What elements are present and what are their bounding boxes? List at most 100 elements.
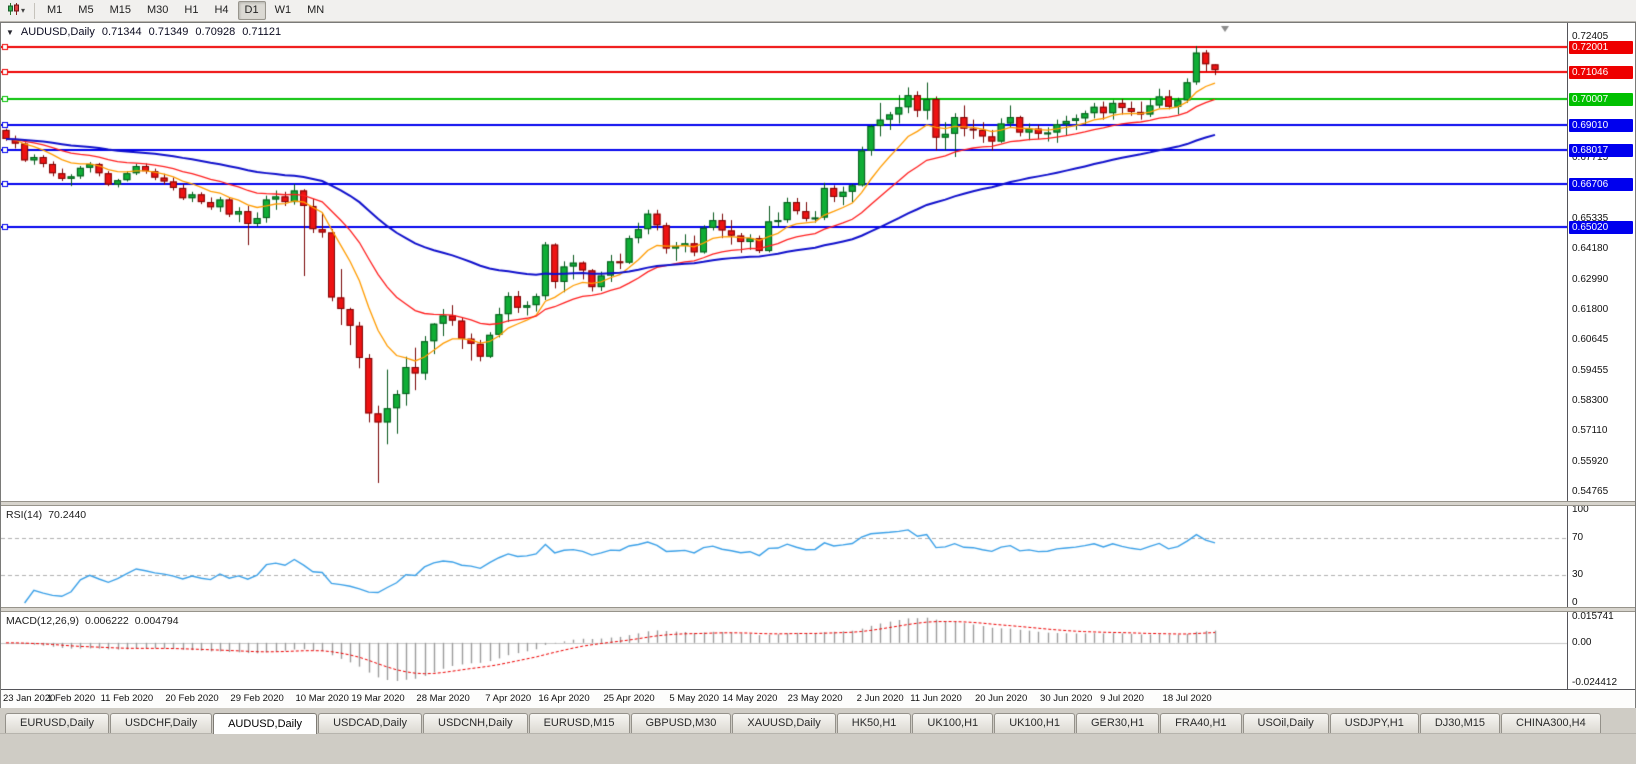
timeframe-button-w1[interactable]: W1 xyxy=(274,4,292,16)
price-level-badge: 0.66706 xyxy=(1569,177,1633,191)
price-tick: 0.64180 xyxy=(1572,242,1609,254)
tab-gbpusd-m30[interactable]: GBPUSD,M30 xyxy=(630,713,732,733)
date-label: 19 Mar 2020 xyxy=(351,693,405,704)
date-label: 14 May 2020 xyxy=(722,693,778,704)
candlestick-chart-icon xyxy=(7,2,20,20)
rsi-axis-tick: 30 xyxy=(1572,569,1584,581)
tab-dj30-m15[interactable]: DJ30,M15 xyxy=(1419,713,1500,733)
ohlc-low: 0.70928 xyxy=(195,26,236,38)
tab-eurusd-daily[interactable]: EURUSD,Daily xyxy=(5,713,109,733)
rsi-indicator-label: RSI(14) 70.2440 xyxy=(6,509,86,521)
date-label: 11 Feb 2020 xyxy=(100,693,154,704)
tab-audusd-daily[interactable]: AUDUSD,Daily xyxy=(213,713,318,734)
date-label: 11 Jun 2020 xyxy=(910,693,962,704)
date-label: 28 Mar 2020 xyxy=(416,693,470,704)
price-tick: 0.59455 xyxy=(1572,364,1609,376)
price-level-badge: 0.68017 xyxy=(1569,144,1633,158)
date-label: 16 Apr 2020 xyxy=(538,693,590,704)
tab-usdjpy-h1[interactable]: USDJPY,H1 xyxy=(1329,713,1419,733)
date-label: 7 Apr 2020 xyxy=(485,693,532,704)
chart-type-button[interactable]: ▾ xyxy=(3,1,29,21)
tab-usdchf-daily[interactable]: USDCHF,Daily xyxy=(109,713,213,733)
macd-axis-tick: 0.015741 xyxy=(1572,611,1614,622)
price-level-badge: 0.72001 xyxy=(1569,41,1633,55)
rsi-name: RSI(14) xyxy=(6,509,43,521)
price-tick: 0.58300 xyxy=(1572,394,1609,406)
date-label: 9 Jul 2020 xyxy=(1100,693,1144,704)
macd-axis-tick: 0.00 xyxy=(1572,636,1592,648)
tab-fra40-h1[interactable]: FRA40,H1 xyxy=(1160,713,1242,733)
main-rsi-splitter[interactable] xyxy=(1,501,1635,506)
date-label: 30 Jun 2020 xyxy=(1040,693,1093,704)
top-toolbar: ▾ M1 M5 M15 M30 H1 H4 D1 W1 MN xyxy=(0,0,1636,22)
time-axis[interactable]: 23 Jan 2020 1 Feb 2020 11 Feb 2020 20 Feb 2… xyxy=(1,689,1635,708)
macd-name: MACD(12,26,9) xyxy=(6,615,79,627)
price-level-badge: 0.65020 xyxy=(1569,221,1633,235)
symbol-name: AUDUSD,Daily xyxy=(20,26,95,38)
chart-window: ▼ AUDUSD,Daily 0.71344 0.71349 0.70928 0… xyxy=(0,22,1636,708)
rsi-axis-tick: 70 xyxy=(1572,531,1584,543)
timeframe-button-d1[interactable]: D1 xyxy=(237,1,266,20)
price-tick: 0.67715 xyxy=(1572,151,1609,163)
timeframe-button-mn[interactable]: MN xyxy=(307,4,325,16)
bottom-strip xyxy=(0,734,1636,764)
date-label: 29 Feb 2020 xyxy=(230,693,284,704)
rsi-axis-tick: 100 xyxy=(1572,504,1589,515)
date-label: 23 May 2020 xyxy=(787,693,843,704)
ohlc-high: 0.71349 xyxy=(148,26,189,38)
price-tick: 0.62990 xyxy=(1572,273,1609,285)
tab-hk50-h1[interactable]: HK50,H1 xyxy=(836,713,912,733)
date-label: 25 Apr 2020 xyxy=(603,693,655,704)
rsi-axis-tick: 0 xyxy=(1572,597,1578,608)
collapse-triangle-icon[interactable]: ▼ xyxy=(6,27,14,37)
ohlc-close: 0.71121 xyxy=(242,26,282,38)
macd-main-value: 0.006222 xyxy=(84,615,129,627)
price-tick: 0.61800 xyxy=(1572,304,1609,316)
tab-xauusd-daily[interactable]: XAUUSD,Daily xyxy=(732,713,836,733)
price-tick: 0.57110 xyxy=(1572,425,1608,437)
macd-indicator-label: MACD(12,26,9) 0.006222 0.004794 xyxy=(6,615,179,627)
price-level-badge: 0.69010 xyxy=(1569,118,1633,132)
timeframe-button-h1[interactable]: H1 xyxy=(184,4,199,16)
timeframe-button-m30[interactable]: M30 xyxy=(146,4,169,16)
date-label: 1 Feb 2020 xyxy=(47,693,96,704)
chevron-down-icon: ▾ xyxy=(21,5,26,15)
date-label: 20 Jun 2020 xyxy=(974,693,1028,704)
tab-china300-h4[interactable]: CHINA300,H4 xyxy=(1501,713,1601,733)
timeframe-button-m5[interactable]: M5 xyxy=(78,4,94,16)
date-label: 2 Jun 2020 xyxy=(856,693,904,704)
chart-canvas[interactable] xyxy=(1,23,1567,689)
date-label: 5 May 2020 xyxy=(669,693,720,704)
tab-uk100-h1[interactable]: UK100,H1 xyxy=(912,713,994,733)
toolbar-separator xyxy=(34,2,36,19)
timeframe-button-m1[interactable]: M1 xyxy=(47,4,63,16)
date-label: 20 Feb 2020 xyxy=(165,693,219,704)
price-level-badge: 0.70007 xyxy=(1569,92,1633,106)
macd-signal-value: 0.004794 xyxy=(134,615,179,627)
price-axis[interactable]: 0.724050.688300.677150.653350.641800.629… xyxy=(1567,23,1635,689)
macd-axis-tick: -0.024412 xyxy=(1572,677,1618,688)
date-label: 18 Jul 2020 xyxy=(1162,693,1212,704)
ohlc-open: 0.71344 xyxy=(101,26,142,38)
chart-tabs: EURUSD,Daily USDCHF,Daily AUDUSD,Daily USDC… xyxy=(0,708,1636,734)
tab-usdcnh-daily[interactable]: USDCNH,Daily xyxy=(423,713,528,733)
tab-ger30-h1[interactable]: GER30,H1 xyxy=(1075,713,1160,733)
price-tick: 0.60645 xyxy=(1572,334,1609,346)
tab-usdcad-daily[interactable]: USDCAD,Daily xyxy=(318,713,423,733)
tab-eurusd-m15[interactable]: EURUSD,M15 xyxy=(528,713,630,733)
date-label: 10 Mar 2020 xyxy=(295,693,349,704)
price-tick: 0.55920 xyxy=(1572,455,1609,467)
timeframe-button-m15[interactable]: M15 xyxy=(109,4,131,16)
tab-uk100-h1[interactable]: UK100,H1 xyxy=(994,713,1075,733)
price-tick: 0.72405 xyxy=(1572,31,1609,43)
timeframe-buttons: M1 M5 M15 M30 H1 H4 D1 W1 MN xyxy=(39,1,332,20)
tab-usoil-daily[interactable]: USOil,Daily xyxy=(1242,713,1329,733)
date-label: 23 Jan 2020 xyxy=(3,693,56,704)
rsi-macd-splitter[interactable] xyxy=(1,607,1635,612)
symbol-ohlc-header: ▼ AUDUSD,Daily 0.71344 0.71349 0.70928 0… xyxy=(6,26,281,38)
price-tick: 0.54765 xyxy=(1572,485,1609,497)
price-tick: 0.65335 xyxy=(1572,213,1609,225)
price-level-badge: 0.71046 xyxy=(1569,66,1633,80)
rsi-value: 70.2440 xyxy=(48,509,87,521)
timeframe-button-h4[interactable]: H4 xyxy=(214,4,229,16)
